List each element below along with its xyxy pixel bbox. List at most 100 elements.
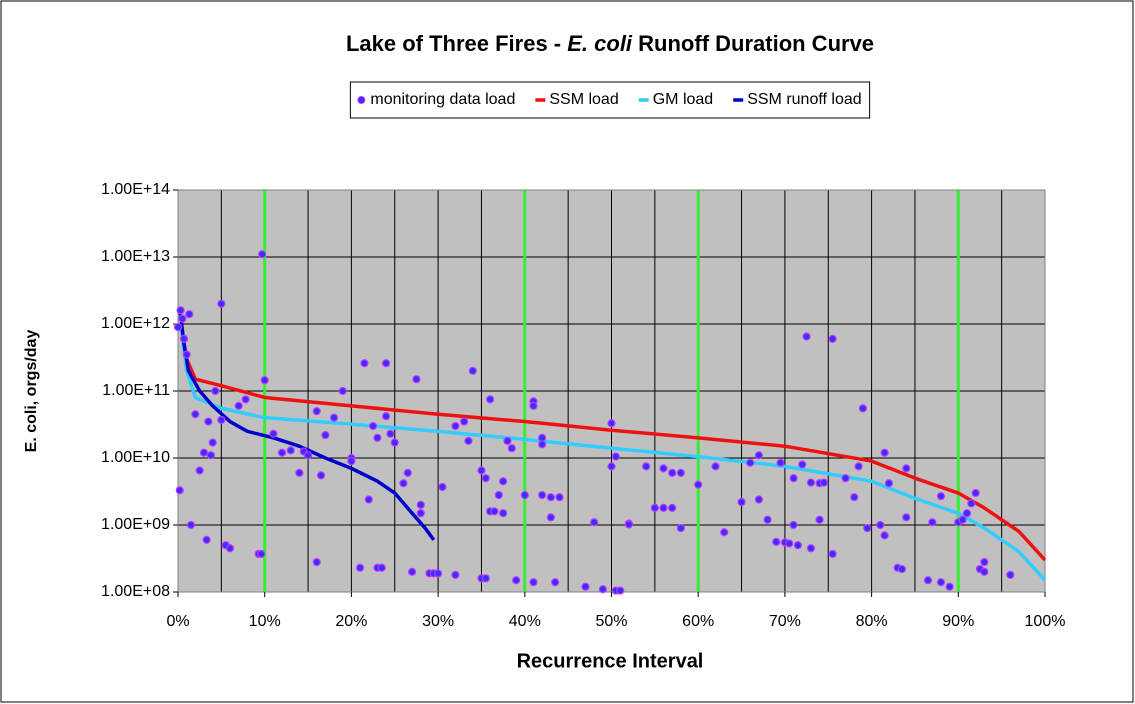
data-point [546, 513, 555, 522]
data-point [438, 482, 447, 492]
y-tick-label: 1.00E+14 [101, 181, 170, 198]
y-tick-label: 1.00E+09 [101, 516, 170, 533]
data-point [407, 567, 417, 576]
data-point [434, 569, 443, 578]
data-point [936, 578, 946, 587]
data-point [206, 451, 216, 460]
data-point [225, 544, 235, 553]
data-point [772, 537, 781, 546]
data-point [746, 458, 755, 467]
data-point [876, 520, 885, 530]
data-point [1006, 570, 1015, 579]
title-part: Lake of Three Fires - [346, 31, 567, 56]
data-point [676, 468, 685, 477]
data-point [312, 407, 321, 416]
data-point [303, 451, 313, 460]
data-point [850, 493, 859, 502]
y-axis-label: E. coli, orgs/day [23, 330, 40, 453]
data-point [607, 419, 616, 428]
x-tick-label: 90% [942, 613, 974, 630]
data-point [503, 436, 512, 445]
data-point [368, 421, 378, 431]
data-point [546, 493, 555, 502]
data-point [416, 509, 425, 518]
data-point [377, 563, 386, 572]
data-point [269, 429, 278, 438]
data-point [928, 518, 937, 527]
data-point [581, 582, 590, 591]
data-point [551, 578, 560, 587]
legend-label: monitoring data load [370, 91, 515, 108]
data-point [321, 430, 330, 440]
data-point [624, 520, 633, 529]
data-point [642, 462, 651, 471]
data-point [936, 491, 946, 501]
data-point [880, 531, 889, 540]
data-point [451, 570, 460, 579]
data-point [199, 448, 209, 457]
data-point [277, 448, 287, 457]
data-point [217, 299, 226, 308]
data-point [204, 417, 213, 426]
data-point [538, 490, 547, 500]
data-point [720, 528, 729, 537]
y-tick-label: 1.00E+13 [101, 248, 170, 265]
data-point [416, 500, 425, 509]
data-point [793, 541, 803, 550]
data-point [980, 557, 989, 567]
data-point [607, 462, 616, 471]
data-point [962, 509, 972, 518]
data-point [815, 515, 824, 524]
data-point [806, 478, 816, 487]
x-tick-label: 70% [769, 613, 801, 630]
data-point [381, 359, 391, 368]
data-point [191, 410, 200, 419]
series-line [178, 323, 1047, 562]
data-point [176, 306, 185, 315]
data-point [460, 417, 469, 426]
data-point [980, 567, 989, 576]
data-point [798, 460, 807, 469]
data-point [598, 585, 607, 594]
legend-label: SSM runoff load [747, 91, 861, 108]
data-point [555, 493, 564, 502]
data-point [211, 386, 220, 396]
x-tick-label: 30% [422, 613, 454, 630]
data-point [789, 474, 798, 483]
data-point [185, 310, 194, 319]
x-tick-label: 0% [166, 613, 189, 630]
x-tick-label: 50% [595, 613, 627, 630]
title-part: E. coli [567, 31, 633, 56]
data-point [668, 503, 677, 512]
x-axis-label: Recurrence Interval [517, 650, 704, 672]
data-point [390, 438, 399, 447]
data-point [347, 456, 356, 466]
data-point [841, 474, 850, 483]
y-tick-label: 1.00E+12 [101, 315, 170, 332]
data-point [923, 576, 933, 585]
series-line [177, 308, 436, 541]
data-point [499, 509, 508, 518]
data-point [507, 444, 516, 453]
data-point [902, 464, 911, 473]
data-point [754, 495, 763, 504]
data-point [806, 544, 816, 553]
data-point [202, 535, 211, 544]
data-point [195, 466, 204, 475]
data-point [789, 520, 798, 530]
data-point [668, 468, 677, 477]
data-point [902, 513, 911, 522]
data-point [676, 523, 685, 533]
chart-title: Lake of Three Fires - E. coli Runoff Dur… [346, 31, 874, 56]
data-point [481, 474, 490, 483]
y-tick-label: 1.00E+11 [102, 382, 170, 399]
legend: monitoring data load SSM load GM load SSM r… [349, 81, 871, 119]
data-point [659, 503, 668, 512]
data-point [364, 495, 373, 504]
y-tick-label: 1.00E+08 [101, 583, 170, 600]
data-point [260, 376, 269, 385]
data-point [316, 471, 326, 480]
data-point [499, 477, 508, 486]
data-point [355, 563, 365, 572]
